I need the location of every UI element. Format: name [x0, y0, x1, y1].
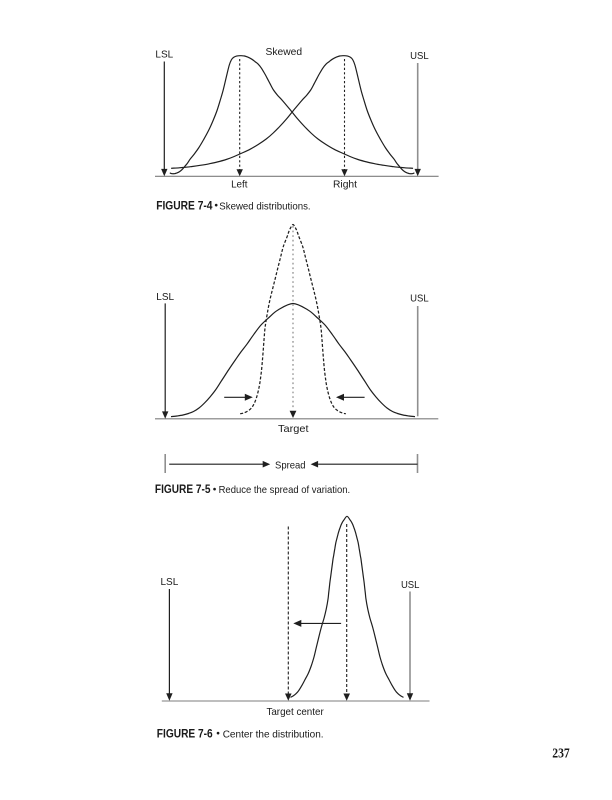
svg-text:Skewed distributions.: Skewed distributions. — [219, 201, 310, 212]
svg-text:•: • — [216, 729, 220, 740]
svg-text:Target: Target — [278, 424, 309, 435]
svg-text:FIGURE 7-6: FIGURE 7-6 — [157, 728, 213, 740]
svg-text:•: • — [213, 484, 217, 495]
svg-text:USL: USL — [410, 294, 429, 305]
svg-text:Center the distribution.: Center the distribution. — [223, 729, 324, 740]
svg-text:LSL: LSL — [155, 50, 173, 61]
svg-text:USL: USL — [410, 51, 429, 62]
svg-text:Target center: Target center — [266, 707, 324, 718]
svg-text:Left: Left — [231, 179, 248, 190]
svg-text:Skewed: Skewed — [266, 47, 303, 58]
svg-text:FIGURE 7-5: FIGURE 7-5 — [155, 484, 211, 496]
svg-text:•: • — [214, 201, 218, 212]
svg-text:Spread: Spread — [275, 460, 306, 471]
svg-text:FIGURE 7-4: FIGURE 7-4 — [156, 200, 213, 212]
svg-text:Reduce the spread of variation: Reduce the spread of variation. — [219, 485, 351, 496]
svg-text:LSL: LSL — [156, 292, 174, 303]
svg-text:Right: Right — [333, 179, 357, 190]
svg-text:237: 237 — [552, 746, 570, 761]
svg-text:LSL: LSL — [161, 577, 179, 588]
svg-text:USL: USL — [401, 580, 420, 591]
